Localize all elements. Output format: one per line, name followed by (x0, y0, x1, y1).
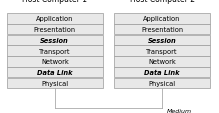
FancyBboxPatch shape (7, 67, 103, 78)
Text: Host Computer 2: Host Computer 2 (130, 0, 194, 4)
FancyBboxPatch shape (114, 25, 210, 35)
Text: Network: Network (41, 59, 69, 65)
Text: Physical: Physical (41, 80, 68, 86)
Text: Data Link: Data Link (144, 69, 180, 75)
Text: Application: Application (36, 16, 73, 22)
Text: Session: Session (40, 38, 69, 44)
Text: Host Computer 1: Host Computer 1 (22, 0, 87, 4)
Text: Data Link: Data Link (37, 69, 72, 75)
FancyBboxPatch shape (7, 78, 103, 88)
Text: Session: Session (148, 38, 177, 44)
Text: Network: Network (148, 59, 176, 65)
FancyBboxPatch shape (114, 14, 210, 25)
Text: Physical: Physical (148, 80, 176, 86)
Text: Transport: Transport (39, 48, 71, 54)
Text: Medium: Medium (166, 108, 192, 113)
FancyBboxPatch shape (7, 35, 103, 46)
FancyBboxPatch shape (7, 57, 103, 67)
FancyBboxPatch shape (114, 46, 210, 56)
FancyBboxPatch shape (114, 78, 210, 88)
Text: Application: Application (143, 16, 181, 22)
Text: Presentation: Presentation (141, 27, 183, 33)
FancyBboxPatch shape (7, 25, 103, 35)
FancyBboxPatch shape (114, 35, 210, 46)
Text: Transport: Transport (146, 48, 178, 54)
FancyBboxPatch shape (7, 46, 103, 56)
Text: Presentation: Presentation (34, 27, 76, 33)
FancyBboxPatch shape (7, 14, 103, 25)
FancyBboxPatch shape (114, 67, 210, 78)
FancyBboxPatch shape (114, 57, 210, 67)
